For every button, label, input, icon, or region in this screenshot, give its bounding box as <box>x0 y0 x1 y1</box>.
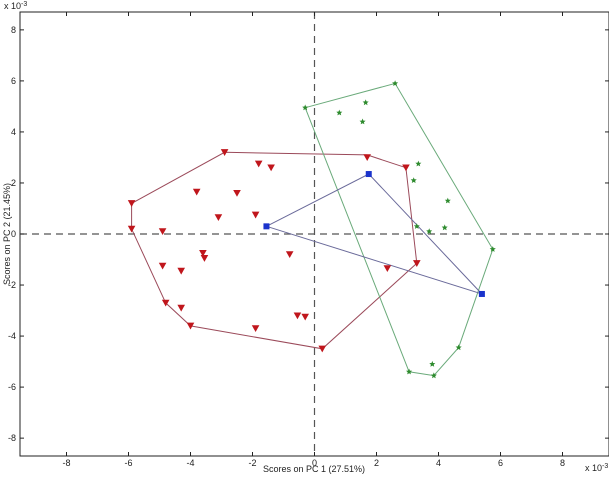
group-2-point <box>336 109 343 116</box>
group-1-point <box>177 267 185 275</box>
group-1-point <box>363 154 371 162</box>
y-tick-label: -6 <box>8 382 16 392</box>
y-tick-label: 8 <box>11 25 16 35</box>
y-tick-label: -2 <box>8 280 16 290</box>
centroid-triangle <box>265 173 484 296</box>
centroid-point <box>478 290 485 297</box>
group-1-point <box>413 260 421 267</box>
x-tick-label: -8 <box>62 458 70 468</box>
y-exponent-label: x 10-3 <box>4 1 27 11</box>
group-1-point <box>251 211 260 219</box>
group-1-point <box>186 322 195 330</box>
x-tick-label: -4 <box>186 458 194 468</box>
group-1-point <box>285 251 294 259</box>
y-tick-label: -4 <box>8 331 16 341</box>
y-tick-label: 6 <box>11 76 16 86</box>
group-1-point <box>192 188 201 196</box>
x-tick-label: -2 <box>248 458 256 468</box>
y-tick-label: 4 <box>11 127 16 137</box>
y-tick-label: 0 <box>11 229 16 239</box>
group-1-point <box>158 228 167 236</box>
y-axis-ticks: -8 -6 -4 -2 0 2 4 6 8 <box>8 25 609 443</box>
group-1-point <box>383 265 392 273</box>
x-tick-label: 2 <box>374 458 379 468</box>
group-2-point <box>392 80 399 86</box>
group-1-point <box>318 345 327 353</box>
group-1-point <box>199 249 207 257</box>
group-1-point <box>233 189 241 197</box>
group-1-point <box>251 325 260 333</box>
group-1-hull <box>131 151 418 350</box>
y-tick-label: -8 <box>8 433 16 443</box>
group-1-point <box>293 312 302 320</box>
group-2-point <box>444 197 451 204</box>
x-tick-label: 6 <box>498 458 503 468</box>
group-2-point <box>489 246 496 252</box>
group-2-point <box>441 224 448 231</box>
group-1-point <box>127 200 136 207</box>
x-axis-label: Scores on PC 1 (27.51%) <box>263 464 365 474</box>
y-tick-label: 2 <box>11 178 16 188</box>
group-2-point <box>406 368 413 375</box>
group-1-point <box>402 164 410 172</box>
x-exponent-label: x 10-3 <box>585 463 608 473</box>
group-2-point <box>359 118 366 125</box>
score-markers <box>127 80 496 379</box>
y-axis-label: Scores on PC 2 (21.45%) <box>2 183 12 285</box>
group-2-point <box>413 223 420 229</box>
group-1-point <box>267 164 275 172</box>
x-tick-label: -6 <box>124 458 132 468</box>
group-1-point <box>214 214 223 222</box>
group-1-point <box>301 313 309 321</box>
group-2-point <box>430 372 437 379</box>
x-tick-label: 4 <box>436 458 441 468</box>
group-2-point <box>410 177 417 183</box>
centroid-point <box>263 223 270 230</box>
group-1-point <box>161 299 170 307</box>
group-1-point <box>158 262 167 270</box>
group-2-point <box>362 99 369 106</box>
reference-lines <box>20 12 609 456</box>
group-2-point <box>302 104 309 111</box>
group-1-point <box>220 149 229 156</box>
group-1-point <box>177 304 185 312</box>
x-tick-label: 0 <box>312 458 317 468</box>
centroid-point <box>365 171 372 178</box>
group-2-point <box>429 360 436 367</box>
x-axis-ticks: -8 -6 -4 -2 0 2 4 6 8 <box>62 12 565 468</box>
group-1-point <box>254 160 263 168</box>
group-2-point <box>415 160 422 167</box>
centroid-lines <box>265 173 484 296</box>
x-tick-label: 8 <box>560 458 565 468</box>
group-1-point <box>127 225 136 233</box>
group-2-point <box>426 228 433 234</box>
group-1-point <box>200 255 209 262</box>
group-2-point <box>455 344 462 351</box>
